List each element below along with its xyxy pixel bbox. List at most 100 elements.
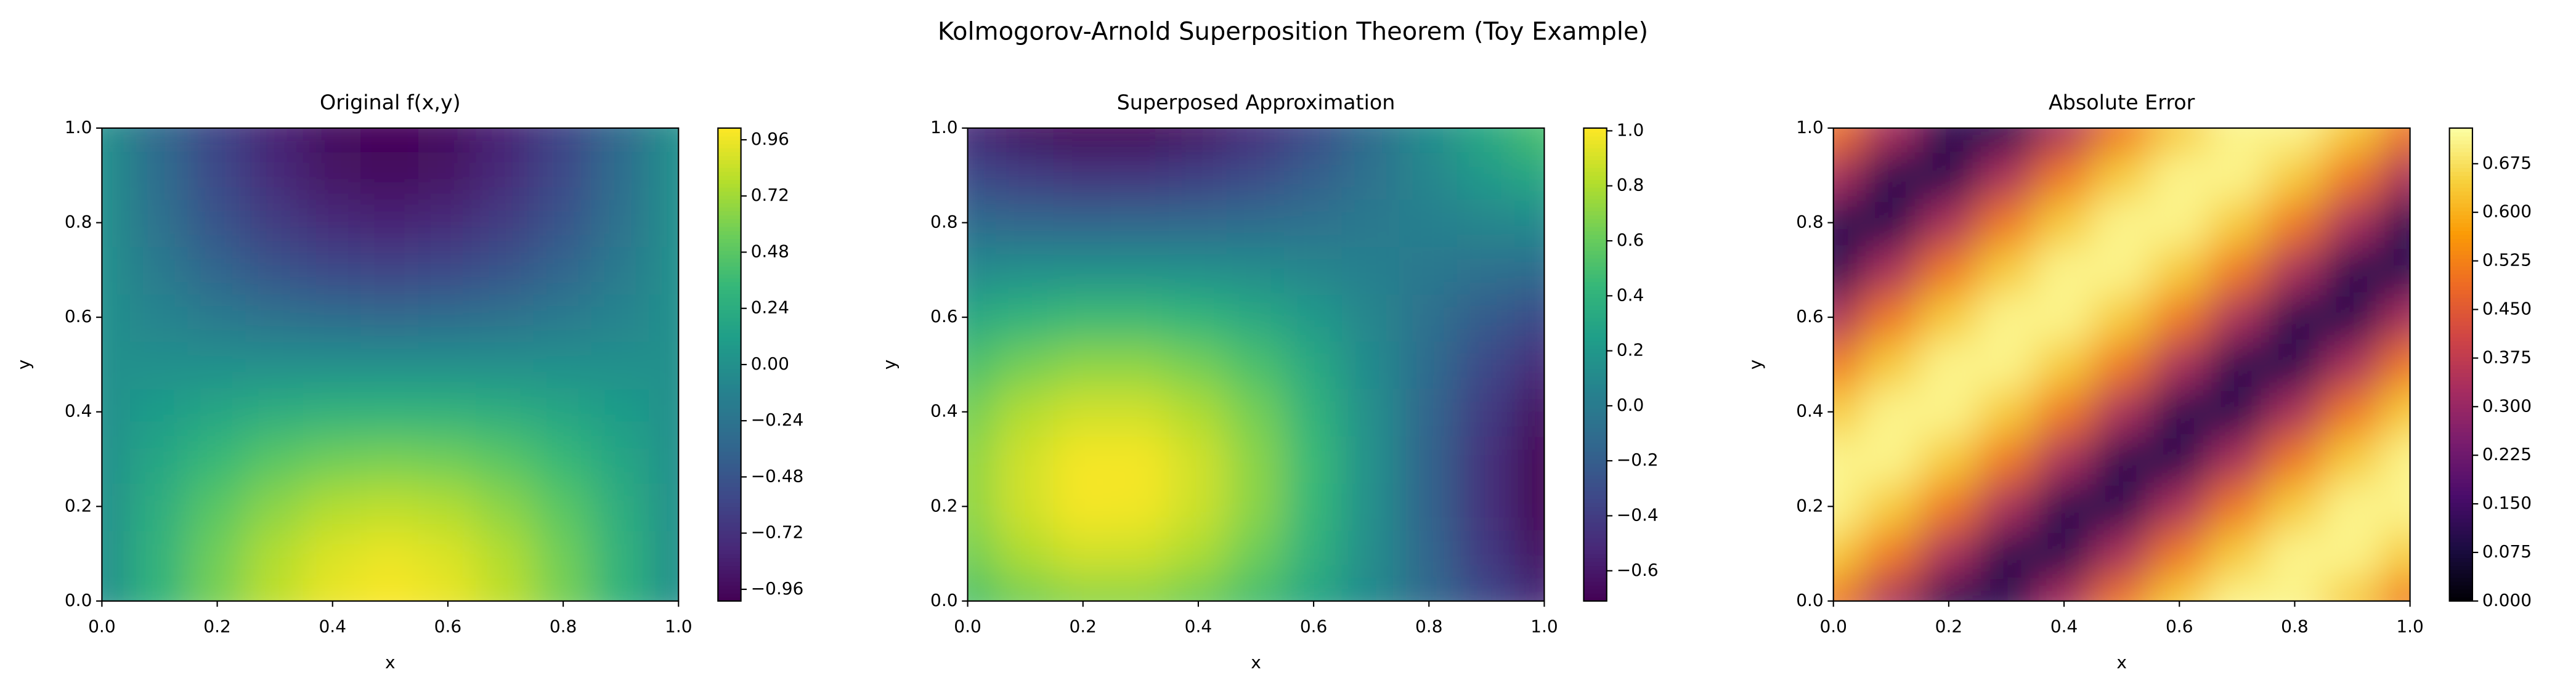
colorbar-strip — [2449, 415, 2472, 421]
heat-cell — [1341, 529, 1401, 578]
heat-cell — [1833, 293, 1863, 342]
heat-cell — [418, 198, 478, 248]
heatmap — [967, 127, 1545, 601]
colorbar-strip — [1583, 557, 1607, 562]
colorbar-tick-label: −0.72 — [751, 522, 804, 543]
colorbar-strip — [1583, 289, 1607, 294]
colorbar-strip — [1583, 576, 1607, 582]
heat-cell — [1977, 198, 2036, 248]
colorbar-strip — [2449, 261, 2472, 267]
heat-cell — [2265, 245, 2325, 295]
heat-cell — [360, 151, 420, 200]
colorbar-strip — [718, 438, 741, 444]
colorbar-strip — [718, 222, 741, 227]
colorbar-strip — [1583, 368, 1607, 373]
heat-cell — [1399, 151, 1459, 200]
colorbar-strip — [1583, 364, 1607, 370]
heat-cell — [360, 245, 420, 295]
heat-cell — [360, 127, 420, 153]
colorbar-strip — [718, 332, 741, 337]
colorbar-strip — [1583, 179, 1607, 184]
colorbar-strip — [2449, 407, 2472, 413]
heat-cell — [2322, 245, 2383, 295]
colorbar-strip — [2449, 285, 2472, 291]
colorbar-strip — [1583, 395, 1607, 401]
heat-cell — [303, 482, 362, 531]
heat-cell — [102, 245, 132, 295]
heat-cell — [2150, 434, 2209, 484]
heat-cell — [1111, 340, 1171, 389]
heat-cell — [1111, 151, 1171, 200]
colorbar-strip — [1583, 384, 1607, 389]
colorbar-strip — [718, 147, 741, 153]
colorbar-strip — [2449, 427, 2472, 432]
heat-cell — [476, 482, 535, 531]
heat-cell — [187, 293, 247, 342]
colorbar-strip — [1583, 171, 1607, 176]
colorbar-strip — [718, 474, 741, 480]
colorbar-strip — [2449, 206, 2472, 212]
colorbar-strip — [2449, 179, 2472, 184]
heat-cell — [476, 245, 535, 295]
heat-cell — [102, 127, 132, 153]
x-tick-label: 0.0 — [954, 616, 981, 637]
heat-cell — [476, 340, 535, 389]
colorbar-strip — [718, 261, 741, 267]
colorbar-strip — [1583, 210, 1607, 216]
colorbar-strip — [1583, 490, 1607, 495]
colorbar-tick-label: 1.0 — [1617, 119, 1644, 140]
heat-cell — [245, 529, 305, 578]
heat-cell — [1111, 529, 1171, 578]
heat-cell — [1168, 434, 1229, 484]
colorbar-strip — [2449, 494, 2472, 499]
heat-cell — [1226, 387, 1286, 437]
colorbar-strip — [2449, 438, 2472, 444]
colorbar-frame — [1583, 127, 1607, 602]
heat-cell — [1833, 529, 1863, 578]
x-tick-label: 0.0 — [1819, 616, 1847, 637]
heat-cell — [1399, 387, 1459, 437]
colorbar-tick-label: 0.300 — [2482, 395, 2532, 416]
heat-cell — [1833, 198, 1863, 248]
colorbar-strip — [718, 281, 741, 286]
colorbar-tick-label: 0.525 — [2482, 250, 2532, 270]
colorbar-strip — [718, 159, 741, 164]
colorbar-strip — [2449, 352, 2472, 357]
colorbar-strip — [718, 458, 741, 464]
heat-cell — [1919, 127, 1979, 153]
colorbar-strip — [2449, 281, 2472, 286]
colorbar-strip — [2449, 463, 2472, 468]
colorbar-strip — [718, 273, 741, 278]
colorbar-tick-label: 0.000 — [2482, 590, 2532, 610]
x-tick-label: 0.4 — [2050, 616, 2078, 637]
colorbar-strip — [718, 588, 741, 594]
heat-cell — [1919, 340, 1979, 389]
heat-cell — [1514, 340, 1545, 389]
heat-cell — [649, 529, 679, 578]
heat-cell — [533, 434, 593, 484]
colorbar-strip — [718, 305, 741, 310]
y-tick-label: 0.0 — [65, 590, 92, 610]
colorbar-strip — [1583, 328, 1607, 334]
colorbar-strip — [1583, 391, 1607, 397]
colorbar-tick-label: 0.225 — [2482, 444, 2532, 464]
colorbar-strip — [2449, 249, 2472, 255]
colorbar-strip — [1583, 151, 1607, 156]
colorbar-strip — [1583, 352, 1607, 357]
heat-cell — [1053, 340, 1113, 389]
heat-cell — [1399, 293, 1459, 342]
heat-cell — [2092, 434, 2151, 484]
heat-cell — [1226, 127, 1286, 153]
heat-cell — [1514, 576, 1545, 601]
heat-cell — [2092, 127, 2151, 153]
heat-cell — [996, 293, 1055, 342]
colorbar-strip — [2449, 190, 2472, 196]
heat-cell — [1053, 529, 1113, 578]
x-tick-label: 0.4 — [319, 616, 346, 637]
heat-cell — [2034, 576, 2094, 601]
heat-cell — [360, 293, 420, 342]
heat-cell — [649, 198, 679, 248]
colorbar-strip — [718, 131, 741, 137]
colorbar-strip — [2449, 328, 2472, 334]
heat-cell — [476, 529, 535, 578]
